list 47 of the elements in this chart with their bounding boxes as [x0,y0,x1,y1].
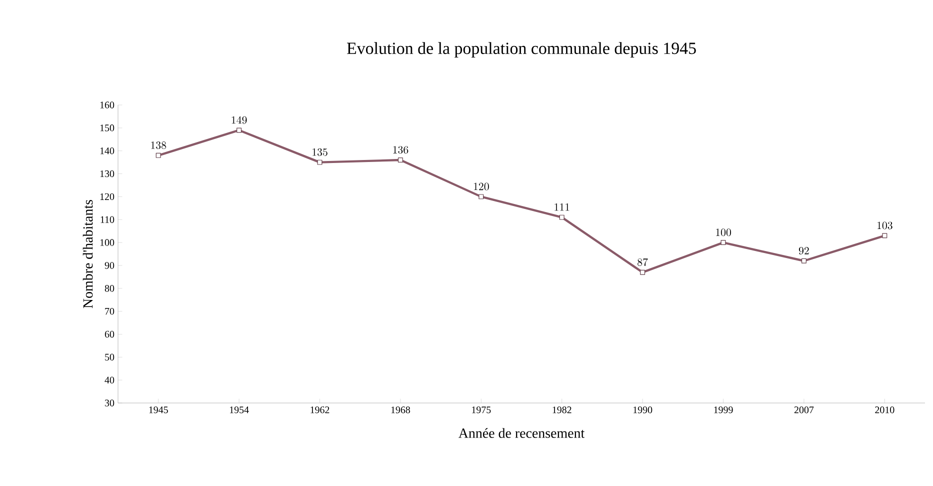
chart-title: Evolution de la population communale depuis 1945 [347,42,696,58]
data-label: 111 [554,203,570,211]
point [801,258,806,264]
data-label: 120 [474,182,489,190]
x-tick-label: 1968 [391,406,410,414]
point [640,270,646,275]
point [317,160,322,165]
x-tick-label: 1982 [552,406,572,414]
data-label: 138 [151,142,166,150]
y-tick-label: 50 [105,354,114,361]
x-tick-label: 1990 [633,406,652,414]
y-tick-label: 120 [100,193,114,200]
data-label: 92 [798,246,809,254]
data-label: 103 [877,222,892,230]
data-label: 136 [393,146,408,154]
y-tick-label: 40 [104,376,114,384]
data-label: 135 [312,148,328,156]
data-label: 100 [716,228,732,236]
x-axis-title: Année de recensement [458,428,585,438]
point [236,128,242,133]
y-tick-label: 30 [105,400,114,406]
data-label: 87 [638,258,648,266]
y-tick-label: 130 [100,170,114,178]
y-tick-label: 80 [104,285,114,292]
y-tick-label: 160 [100,102,114,108]
data-label: 149 [232,116,247,124]
y-axis-title: Nombre d'habitants [82,200,93,308]
y-tick-label: 140 [100,147,114,154]
x-tick-label: 1975 [472,406,491,414]
y-tick-label: 70 [105,308,114,315]
y-tick-label: 60 [104,330,114,338]
y-tick-label: 110 [100,216,114,223]
x-tick-label: 2010 [875,406,894,414]
x-tick-label: 1999 [714,406,733,414]
y-tick-label: 90 [104,262,114,269]
x-tick-label: 1954 [230,406,249,414]
x-tick-label: 2007 [794,406,814,414]
point [559,214,564,220]
x-tick-label: 1962 [310,406,330,414]
y-tick-label: 100 [100,239,114,246]
point [398,158,403,163]
point [156,152,161,158]
x-tick-label: 1945 [149,406,168,414]
y-tick-label: 150 [100,124,114,132]
point [478,194,484,200]
point [720,240,726,246]
point [882,233,888,238]
